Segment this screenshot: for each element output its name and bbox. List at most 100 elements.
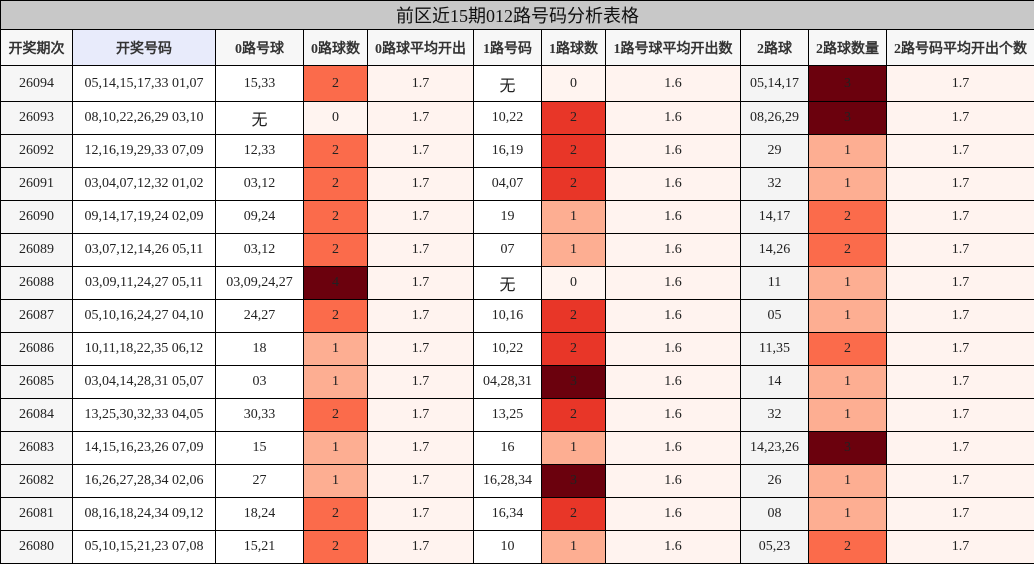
group0-count-cell: 4: [303, 266, 368, 300]
group2-numbers-cell: 14,26: [740, 233, 809, 267]
group1-count-cell: 2: [541, 497, 606, 531]
group1-average-cell: 1.6: [605, 497, 741, 531]
group1-count-cell: 2: [541, 134, 606, 168]
group0-count-cell: 2: [303, 398, 368, 432]
period-header: 开奖期次: [0, 29, 73, 66]
period-cell: 26087: [0, 299, 73, 333]
group1-average-cell: 1.6: [605, 464, 741, 498]
group0-count-cell: 2: [303, 134, 368, 168]
count2-header: 2路球数量: [808, 29, 887, 66]
period-cell: 26091: [0, 167, 73, 201]
draw-numbers-cell: 03,04,07,12,32 01,02: [72, 167, 216, 201]
group2-count-cell: 1: [808, 497, 887, 531]
group1-average-cell: 1.6: [605, 266, 741, 300]
group2-average-cell: 1.7: [885, 332, 1034, 366]
draw-numbers-cell: 12,16,19,29,33 07,09: [72, 134, 216, 168]
group2-count-cell: 2: [808, 530, 887, 564]
group2-count-cell: 1: [808, 299, 887, 333]
group2-average-cell: 1.7: [885, 398, 1034, 432]
group0-numbers-cell: 无: [215, 101, 304, 135]
group2-count-cell: 1: [808, 365, 887, 399]
period-cell: 26090: [0, 200, 73, 234]
group0-numbers-cell: 03: [215, 365, 304, 399]
group0-numbers-cell: 15,21: [215, 530, 304, 564]
group0-numbers-cell: 03,09,24,27: [215, 266, 304, 300]
group0-count-cell: 2: [303, 65, 368, 102]
group1-numbers-cell: 10,22: [473, 101, 542, 135]
table-row: 26093 08,10,22,26,29 03,10 无 0 1.7 10,22 2 1.6 0…: [0, 101, 1034, 135]
group0-numbers-cell: 09,24: [215, 200, 304, 234]
group1-numbers-cell: 04,07: [473, 167, 542, 201]
draw-numbers-cell: 05,10,16,24,27 04,10: [72, 299, 216, 333]
group1-numbers-cell: 10,16: [473, 299, 542, 333]
group2-count-cell: 3: [808, 65, 887, 102]
group1-count-cell: 2: [541, 167, 606, 201]
group0-numbers-cell: 27: [215, 464, 304, 498]
table-row: 26089 03,07,12,14,26 05,11 03,12 2 1.7 07 1 1.6…: [0, 233, 1034, 267]
group0-average-cell: 1.7: [367, 299, 474, 333]
table-row: 26080 05,10,15,21,23 07,08 15,21 2 1.7 10 1 1.6…: [0, 530, 1034, 564]
group0-count-cell: 2: [303, 530, 368, 564]
period-cell: 26081: [0, 497, 73, 531]
group2-count-cell: 2: [808, 332, 887, 366]
table-row: 26081 08,16,18,24,34 09,12 18,24 2 1.7 16,34 2…: [0, 497, 1034, 531]
group1-numbers-cell: 16,19: [473, 134, 542, 168]
group2-numbers-cell: 11: [740, 266, 809, 300]
group0-numbers-cell: 18,24: [215, 497, 304, 531]
group0-numbers-cell: 15,33: [215, 65, 304, 102]
group0-average-cell: 1.7: [367, 134, 474, 168]
group1-numbers-cell: 10,22: [473, 332, 542, 366]
period-cell: 26083: [0, 431, 73, 465]
group2-numbers-cell: 29: [740, 134, 809, 168]
group1-average-cell: 1.6: [605, 398, 741, 432]
group1-average-cell: 1.6: [605, 332, 741, 366]
avg0-header: 0路球平均开出: [367, 29, 474, 66]
group0-numbers-cell: 15: [215, 431, 304, 465]
group1-average-cell: 1.6: [605, 233, 741, 267]
draw-numbers-cell: 08,10,22,26,29 03,10: [72, 101, 216, 135]
table-row: 26082 16,26,27,28,34 02,06 27 1 1.7 16,28,34 3…: [0, 464, 1034, 498]
avg2-header: 2路号码平均开出个数: [885, 29, 1034, 66]
group2-average-cell: 1.7: [885, 431, 1034, 465]
group0-numbers-cell: 18: [215, 332, 304, 366]
group1-count-cell: 1: [541, 431, 606, 465]
table-row: 26091 03,04,07,12,32 01,02 03,12 2 1.7 04,07 2…: [0, 167, 1034, 201]
group2-average-cell: 1.7: [885, 365, 1034, 399]
group2-average-cell: 1.7: [885, 101, 1034, 135]
group0-count-cell: 2: [303, 233, 368, 267]
group2-numbers-cell: 05,14,17: [740, 65, 809, 102]
group0-average-cell: 1.7: [367, 464, 474, 498]
group2-average-cell: 1.7: [885, 530, 1034, 564]
group0-numbers-cell: 12,33: [215, 134, 304, 168]
avg1-header: 1路号球平均开出数: [605, 29, 741, 66]
group1-numbers-cell: 无: [473, 65, 542, 102]
draw-numbers-cell: 05,14,15,17,33 01,07: [72, 65, 216, 102]
group0-count-cell: 1: [303, 365, 368, 399]
group0-count-cell: 1: [303, 332, 368, 366]
group1-count-cell: 1: [541, 200, 606, 234]
draw-numbers-cell: 13,25,30,32,33 04,05: [72, 398, 216, 432]
group0-average-cell: 1.7: [367, 365, 474, 399]
group2-average-cell: 1.7: [885, 65, 1034, 102]
group0-average-cell: 1.7: [367, 530, 474, 564]
group2-numbers-cell: 08: [740, 497, 809, 531]
draw-numbers-cell: 03,09,11,24,27 05,11: [72, 266, 216, 300]
group2-count-cell: 3: [808, 101, 887, 135]
group2-count-cell: 1: [808, 398, 887, 432]
draw-numbers-cell: 08,16,18,24,34 09,12: [72, 497, 216, 531]
group1-count-cell: 2: [541, 299, 606, 333]
group2-numbers-cell: 26: [740, 464, 809, 498]
group0-average-cell: 1.7: [367, 266, 474, 300]
numbers-header: 开奖号码: [72, 29, 216, 66]
group2-numbers-cell: 14,23,26: [740, 431, 809, 465]
period-cell: 26082: [0, 464, 73, 498]
group0-numbers-cell: 03,12: [215, 233, 304, 267]
group2-count-cell: 1: [808, 134, 887, 168]
group1-numbers-cell: 无: [473, 266, 542, 300]
group0-average-cell: 1.7: [367, 332, 474, 366]
group0-count-cell: 1: [303, 431, 368, 465]
group0-count-cell: 2: [303, 497, 368, 531]
group2-count-cell: 2: [808, 200, 887, 234]
draw-numbers-cell: 05,10,15,21,23 07,08: [72, 530, 216, 564]
